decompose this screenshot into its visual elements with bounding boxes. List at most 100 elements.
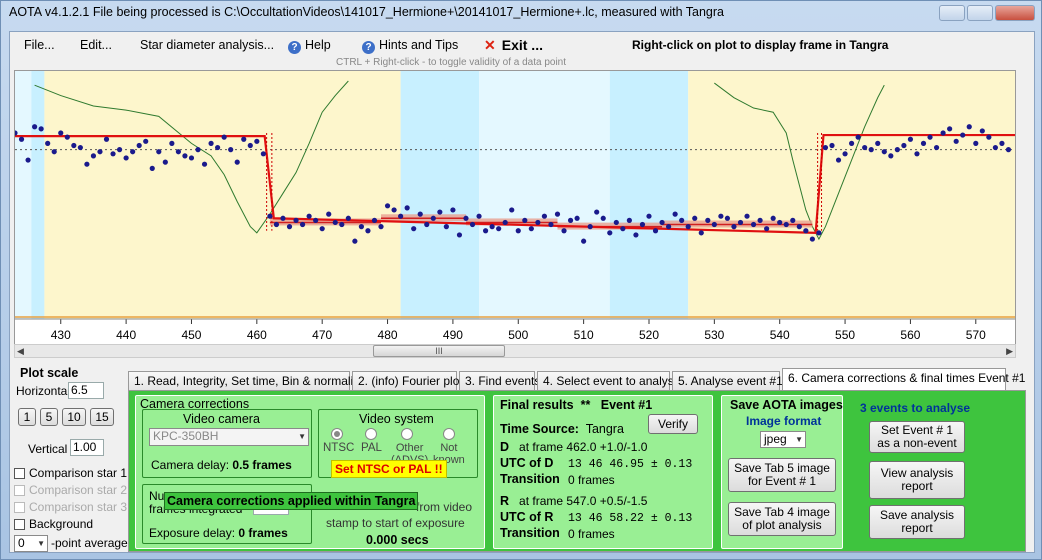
scale-10-button[interactable]: 10: [62, 408, 86, 426]
data-point: [796, 224, 802, 230]
data-point: [103, 136, 110, 142]
camera-model-select[interactable]: KPC-350BH ▼: [149, 428, 309, 446]
hints-icon: ?: [362, 41, 375, 54]
tab-camera-corrections[interactable]: 6. Camera corrections & final times Even…: [782, 368, 1025, 391]
camera-delay-label: Camera delay:: [151, 458, 230, 472]
menu-exit[interactable]: ✕ Exit ...: [484, 37, 543, 54]
data-point: [476, 213, 482, 219]
d-result: D at frame 462.0 +1.0/-1.0: [500, 440, 647, 454]
x-tick-label: 470: [312, 328, 332, 342]
data-point: [731, 224, 737, 230]
ntsc-radio[interactable]: [331, 428, 343, 440]
data-point: [195, 147, 201, 153]
data-point: [273, 221, 280, 228]
scale-1-button[interactable]: 1: [18, 408, 36, 426]
other-advs-radio[interactable]: [401, 428, 413, 440]
data-point: [51, 149, 57, 155]
tab-analyse-event[interactable]: 5. Analyse event #1: [672, 371, 783, 390]
background-checkbox[interactable]: Background: [14, 517, 93, 531]
plot-scale-title: Plot scale: [20, 366, 79, 380]
data-point: [639, 221, 646, 228]
x-tick-label: 480: [378, 328, 398, 342]
save-tab4-image-button[interactable]: Save Tab 4 image of plot analysis: [728, 502, 836, 536]
x-tick-label: 510: [574, 328, 594, 342]
save-tab5-image-button[interactable]: Save Tab 5 image for Event # 1: [728, 458, 836, 492]
menu-edit[interactable]: Edit...: [80, 38, 112, 52]
data-point: [920, 140, 927, 146]
r-result: R at frame 547.0 +0.5/-1.5: [500, 494, 647, 508]
set-non-event-button[interactable]: Set Event # 1 as a non-event: [869, 421, 965, 453]
transition-d-value: 0 frames: [568, 473, 615, 487]
menu-file[interactable]: File...: [24, 38, 55, 52]
data-point: [842, 151, 848, 157]
scroll-thumb[interactable]: III: [373, 345, 505, 357]
data-point: [561, 228, 567, 234]
data-point: [672, 211, 678, 217]
not-known-radio[interactable]: [443, 428, 455, 440]
data-point: [679, 217, 685, 223]
data-point: [548, 221, 554, 228]
view-analysis-report-button[interactable]: View analysis report: [869, 461, 965, 499]
plot-scrollbar[interactable]: ◀ III ▶: [14, 344, 1016, 358]
data-point: [607, 230, 613, 236]
light-curve-svg[interactable]: 430 440 450 460 470 480 490 500 510 520 530 540 550 5…: [12, 71, 1015, 347]
comparison-star-3-label: Comparison star 3: [29, 500, 128, 514]
time-source-value: Tangra: [585, 422, 624, 436]
menu-star-diameter[interactable]: Star diameter analysis...: [140, 38, 275, 52]
scroll-right-icon[interactable]: ▶: [1006, 346, 1013, 356]
menu-hints[interactable]: ? Hints and Tips: [362, 38, 458, 54]
point-average-select[interactable]: 0 ▼: [14, 535, 48, 552]
vertical-label: Vertical: [28, 442, 68, 456]
scale-15-button[interactable]: 15: [90, 408, 114, 426]
num-frames-prefix: Nur: [149, 489, 169, 503]
verify-button[interactable]: Verify: [648, 414, 698, 434]
horizontal-scale-input[interactable]: 6.5: [68, 382, 104, 399]
time-source: Time Source: Tangra: [500, 422, 624, 436]
data-point: [992, 144, 998, 151]
vertical-scale-input[interactable]: 1.00: [70, 439, 104, 456]
data-point: [77, 144, 83, 151]
data-point: [332, 219, 338, 226]
x-tick-label: 530: [704, 328, 724, 342]
point-average-label: -point average: [51, 536, 128, 550]
d-text: at frame 462.0 +1.0/-1.0: [519, 440, 648, 454]
tab-fourier[interactable]: 2. (info) Fourier plot: [352, 371, 463, 390]
close-window-button[interactable]: [995, 5, 1035, 21]
minimize-button[interactable]: [939, 5, 965, 21]
tab-select-event[interactable]: 4. Select event to analyse: [537, 371, 680, 390]
data-point: [45, 140, 51, 146]
tab-read-integrity[interactable]: 1. Read, Integrity, Set time, Bin & norm…: [128, 371, 366, 390]
scroll-left-icon[interactable]: ◀: [17, 346, 24, 356]
light-curve-plot[interactable]: 430 440 450 460 470 480 490 500 510 520 530 540 550 5…: [12, 70, 1016, 348]
tab-find-events[interactable]: 3. Find events: [459, 371, 540, 390]
data-point: [744, 213, 750, 219]
menu-hints-label: Hints and Tips: [379, 38, 459, 52]
menu-help[interactable]: ? Help: [288, 38, 331, 54]
pal-radio[interactable]: [365, 428, 377, 440]
data-point: [97, 149, 103, 155]
comparison-star-2-checkbox[interactable]: Comparison star 2: [14, 483, 127, 497]
comparison-star-1-checkbox[interactable]: Comparison star 1: [14, 466, 127, 480]
data-point: [522, 217, 528, 223]
chevron-down-icon: ▼: [37, 539, 45, 548]
camera-corrections-group: Camera corrections Video camera KPC-350B…: [135, 395, 485, 549]
image-format-select[interactable]: jpeg ▼: [760, 431, 806, 448]
maximize-button[interactable]: [967, 5, 993, 21]
data-point: [927, 134, 933, 140]
utc-d-value: 13 46 46.95 ± 0.13: [568, 458, 693, 471]
pal-label: PAL: [361, 442, 382, 454]
data-point: [437, 209, 443, 215]
data-point: [32, 124, 38, 130]
data-point: [581, 238, 587, 244]
comparison-star-3-checkbox[interactable]: Comparison star 3: [14, 500, 127, 514]
data-point: [986, 134, 992, 140]
scale-5-button[interactable]: 5: [40, 408, 58, 426]
final-results-stars: **: [580, 398, 591, 412]
data-point: [469, 221, 476, 228]
data-point: [319, 226, 325, 232]
video-camera-group: Video camera KPC-350BH ▼ Camera delay: 0.…: [142, 409, 312, 478]
data-point: [156, 149, 162, 155]
save-analysis-report-button[interactable]: Save analysis report: [869, 505, 965, 539]
data-point: [803, 228, 809, 234]
data-point: [90, 153, 97, 159]
